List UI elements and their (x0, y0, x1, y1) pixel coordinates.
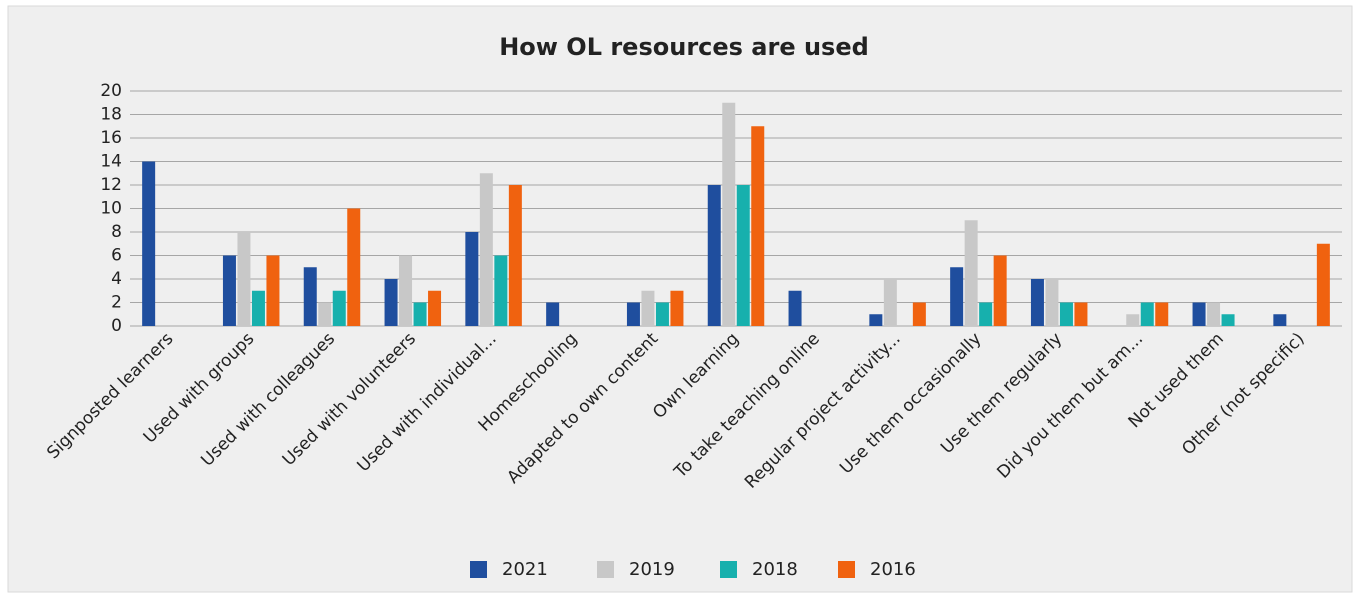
bar (251, 290, 265, 326)
y-tick-label: 2 (111, 293, 122, 313)
bar (1221, 314, 1235, 326)
bar (237, 232, 251, 326)
y-tick-label: 14 (100, 152, 122, 172)
bar (1126, 314, 1140, 326)
legend-swatch (838, 561, 855, 578)
bar (384, 279, 398, 326)
bar (979, 302, 993, 326)
bar (883, 279, 897, 326)
bar (303, 267, 317, 326)
bar (912, 302, 926, 326)
chart-title: How OL resources are used (499, 33, 869, 61)
bar (788, 290, 802, 326)
bar (266, 255, 280, 326)
y-tick-label: 16 (100, 128, 122, 148)
bar (1273, 314, 1287, 326)
legend-label: 2021 (502, 559, 548, 580)
bar (1030, 279, 1044, 326)
bar (626, 302, 640, 326)
y-tick-label: 10 (100, 199, 122, 219)
bar (655, 302, 669, 326)
bar (1192, 302, 1206, 326)
y-tick-label: 20 (100, 81, 122, 101)
legend-swatch (470, 561, 487, 578)
bar (1074, 302, 1088, 326)
bar (479, 173, 493, 326)
legend-label: 2016 (870, 559, 916, 580)
bar (670, 290, 684, 326)
y-tick-label: 6 (111, 246, 122, 266)
y-tick-label: 8 (111, 222, 122, 242)
bar (751, 126, 765, 326)
y-tick-label: 12 (100, 175, 122, 195)
bar (869, 314, 883, 326)
bar (428, 290, 442, 326)
bar (707, 185, 721, 326)
bar (964, 220, 978, 326)
legend-swatch (597, 561, 614, 578)
bar (1316, 243, 1330, 326)
bar (950, 267, 964, 326)
bar (993, 255, 1007, 326)
bar (222, 255, 236, 326)
bar (318, 302, 332, 326)
bar (1155, 302, 1169, 326)
bar (508, 185, 522, 326)
bar (142, 161, 156, 326)
bar (413, 302, 427, 326)
bar (1059, 302, 1073, 326)
bar (347, 208, 361, 326)
bar (1045, 279, 1059, 326)
y-tick-label: 18 (100, 105, 122, 125)
bar (332, 290, 346, 326)
bar (641, 290, 655, 326)
bar (1207, 302, 1221, 326)
bar (722, 102, 736, 326)
bar (1140, 302, 1154, 326)
bar (399, 255, 413, 326)
bar (465, 232, 479, 326)
bar (494, 255, 508, 326)
legend-label: 2019 (629, 559, 675, 580)
legend-swatch (720, 561, 737, 578)
bar (546, 302, 560, 326)
y-tick-label: 0 (111, 316, 122, 336)
bar (736, 185, 750, 326)
y-tick-label: 4 (111, 269, 122, 289)
legend-label: 2018 (752, 559, 798, 580)
